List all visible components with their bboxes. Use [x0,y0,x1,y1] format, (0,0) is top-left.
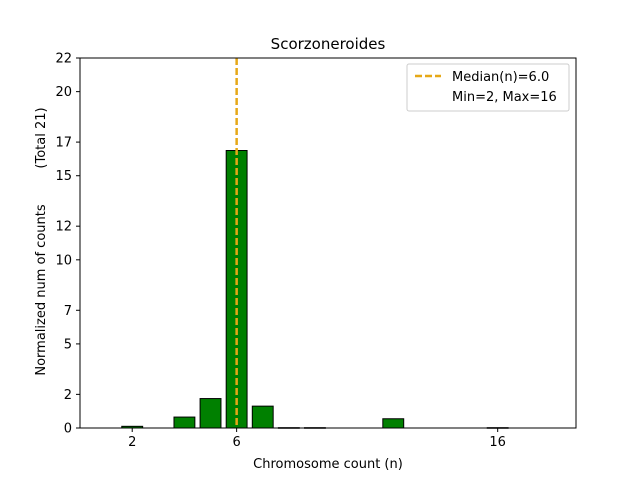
axes-frame [79,57,577,429]
y-tick-label: 20 [55,85,72,100]
x-axis-ticks: 2 6 16 [128,428,506,450]
y-axis-label: Normalized num of counts [34,204,49,375]
y-tick-label: 0 [64,422,72,437]
bar-5 [199,398,222,429]
y-tick-label: 7 [64,304,72,319]
y-tick-label: 2 [64,388,72,403]
y-tick-label: 22 [55,52,72,67]
x-tick-label: 2 [128,435,136,450]
legend: Median(n)=6.0 Min=2, Max=16 [406,63,570,112]
bar-7 [251,405,274,429]
y-tick-label: 15 [55,169,72,184]
bar-12 [382,418,405,429]
legend-box [406,63,570,112]
legend-median-label: Median(n)=6.0 [452,70,549,85]
y-axis-label-total: (Total 21) [34,107,49,168]
y-tick-label: 17 [55,136,72,151]
chart-title: Scorzoneroides [271,35,386,53]
y-tick-label: 10 [55,253,72,268]
x-tick-label: 6 [232,435,240,450]
bars-group [121,150,509,429]
y-tick-label: 12 [55,220,72,235]
bar-4 [173,416,196,429]
legend-range-label: Min=2, Max=16 [452,90,557,105]
x-axis-label: Chromosome count (n) [253,457,403,472]
x-tick-label: 16 [489,435,506,450]
y-tick-label: 5 [64,337,72,352]
y-axis-ticks: 0 2 5 7 10 12 15 17 20 22 [55,52,80,437]
